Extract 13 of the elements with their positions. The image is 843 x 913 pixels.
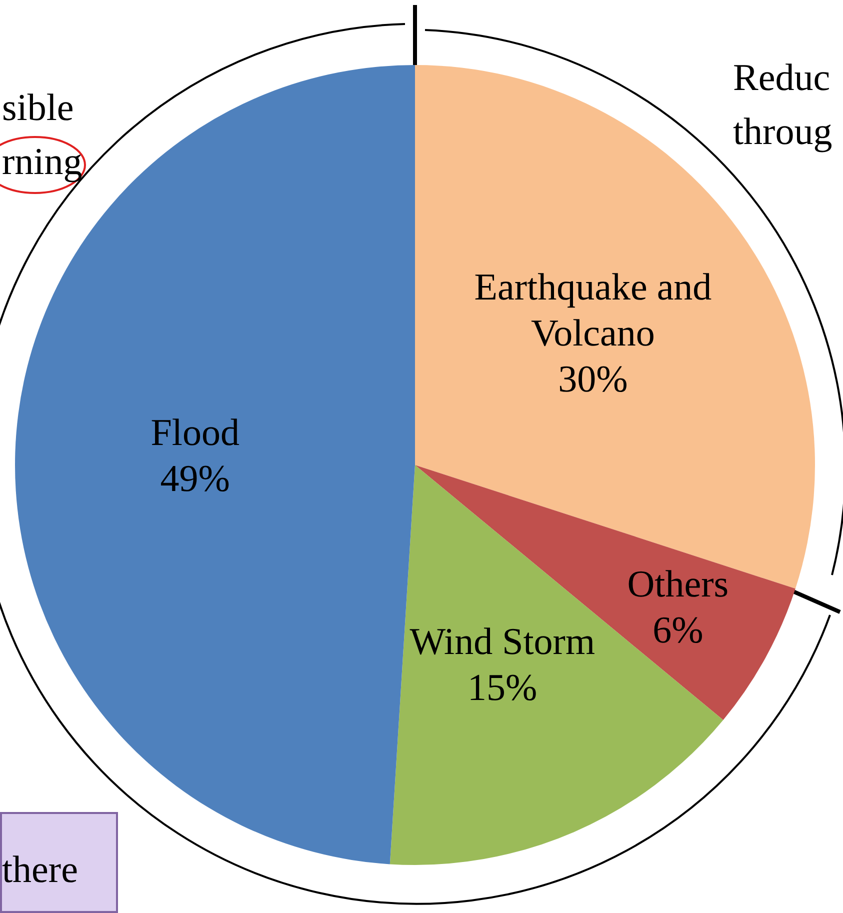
data-label: 30% — [558, 358, 628, 401]
text: Reduc — [733, 56, 830, 100]
data-label: 6% — [652, 610, 704, 652]
slice-label: Flood — [150, 412, 240, 454]
data-label: 15% — [468, 666, 538, 709]
text: there — [2, 848, 78, 892]
text: throug — [733, 110, 832, 154]
slice-label: Others — [627, 564, 729, 606]
data-label: 49% — [160, 458, 230, 500]
slice-label: Earthquake and Volcano — [474, 266, 712, 355]
text: sible — [2, 86, 74, 130]
slice-label: Wind Storm — [410, 620, 596, 663]
text: rning — [2, 140, 82, 184]
